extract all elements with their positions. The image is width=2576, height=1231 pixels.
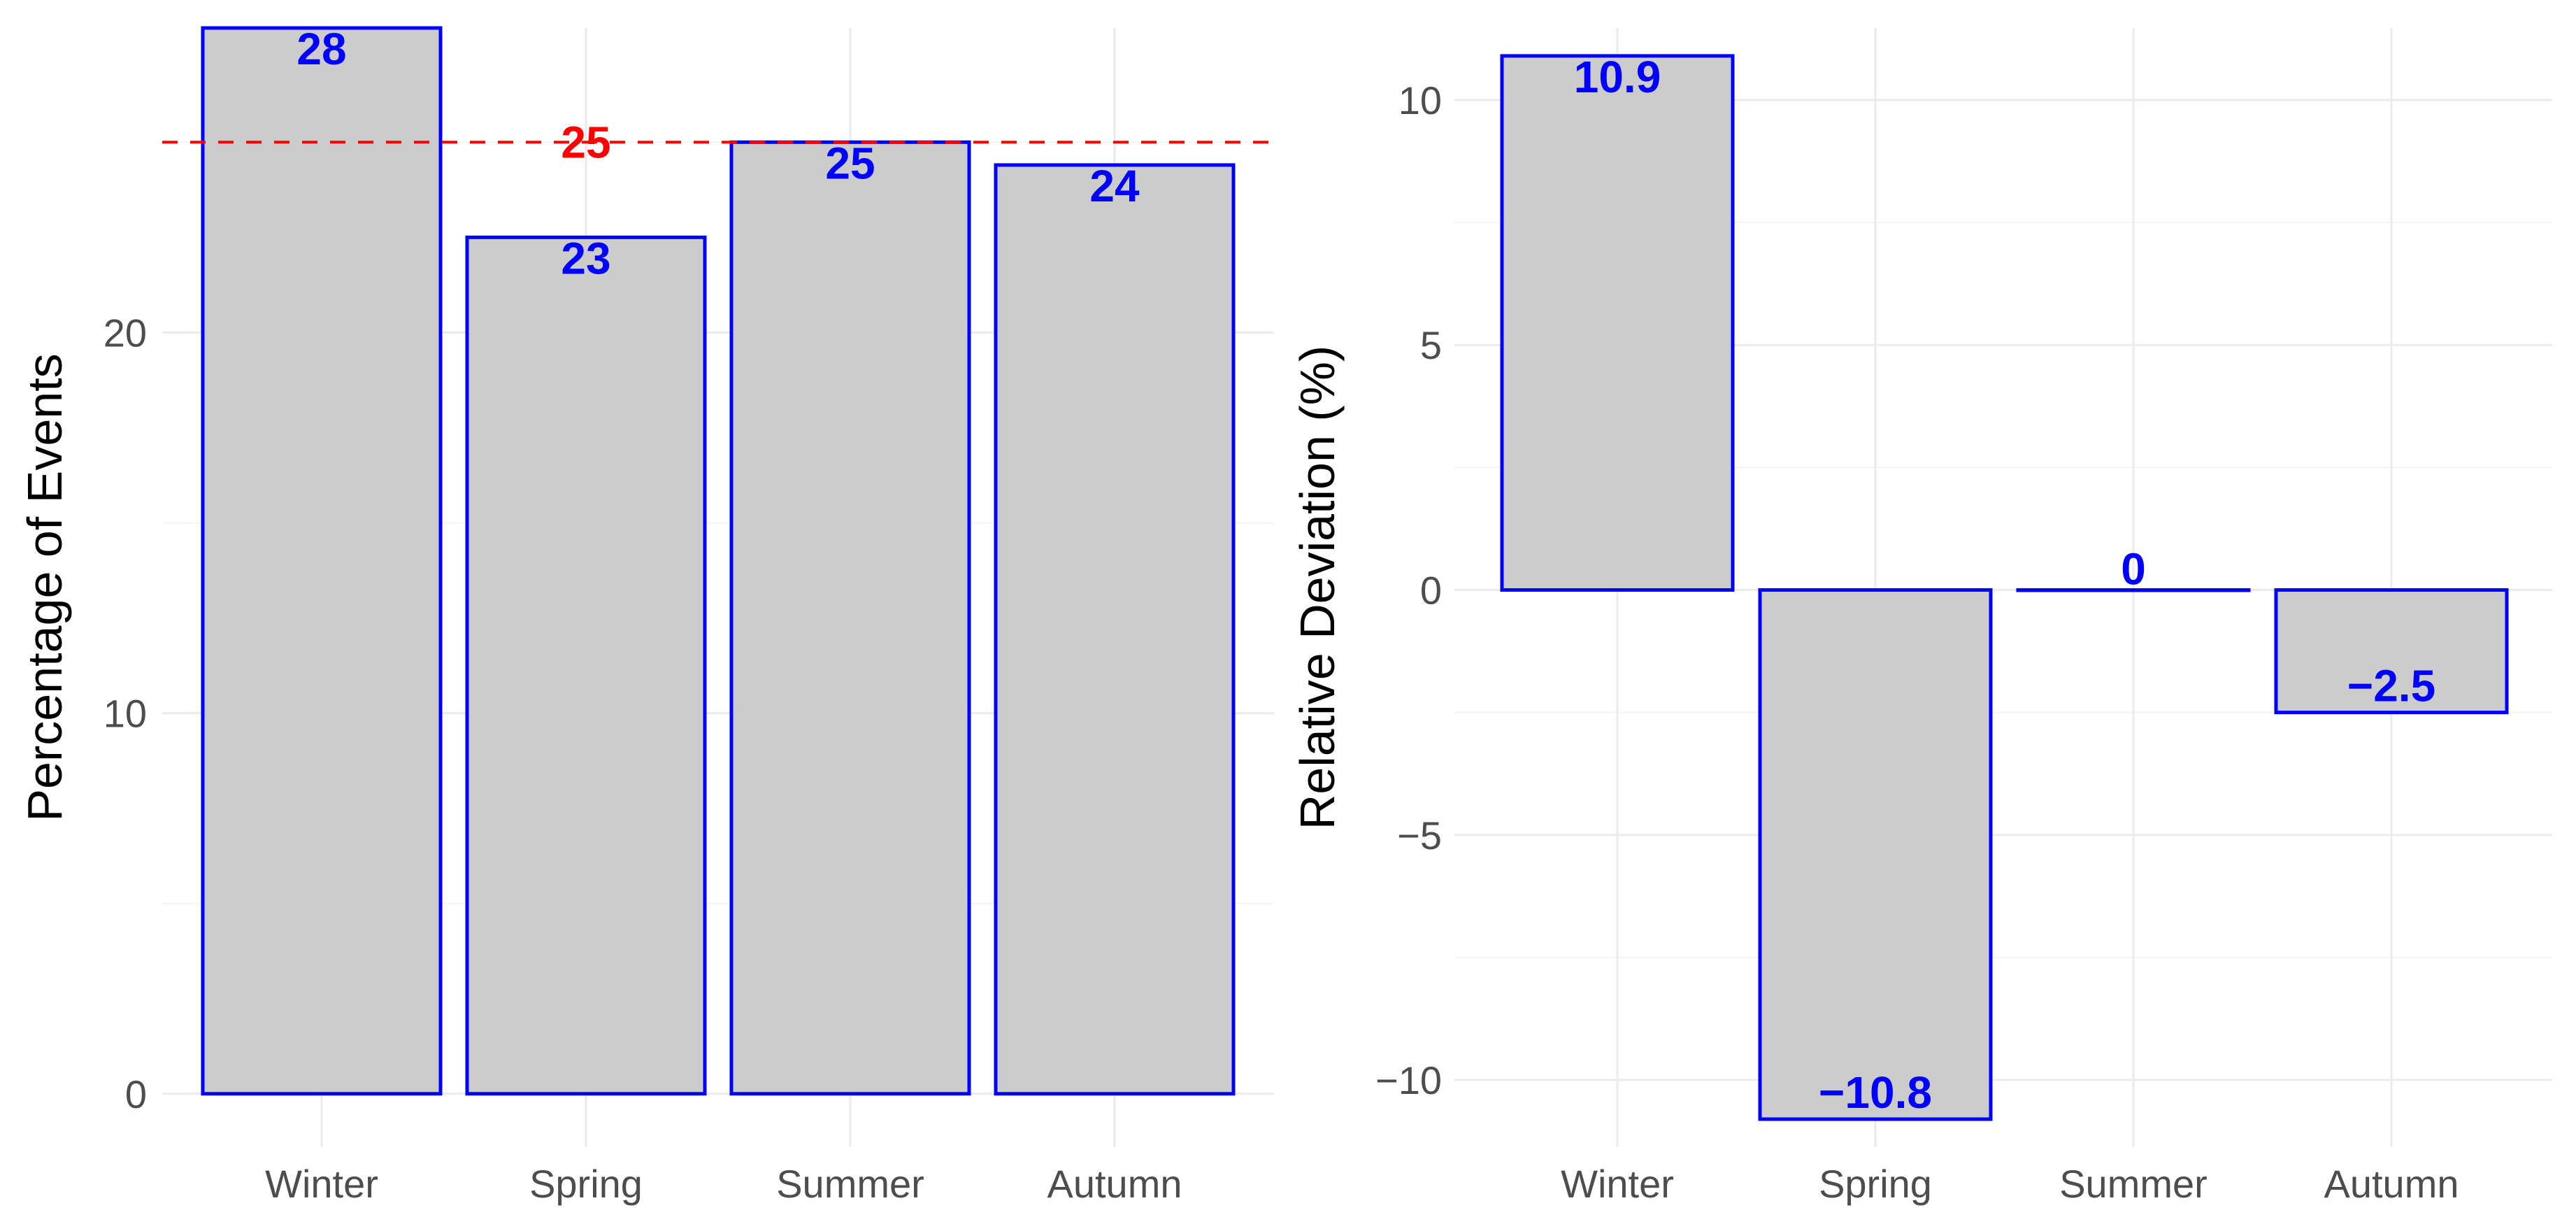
y-tick-label: 10 (103, 692, 147, 736)
x-tick-label: Winter (1561, 1162, 1674, 1206)
bar-spring (465, 235, 707, 1096)
y-axis-title: Relative Deviation (%) (1290, 346, 1345, 830)
bar-winter (1500, 54, 1735, 592)
x-tick-label: Spring (529, 1162, 643, 1206)
y-tick-label: −10 (1375, 1058, 1442, 1102)
bar-winter (201, 26, 443, 1096)
x-tick-label: Spring (1819, 1162, 1932, 1206)
bar-spring (1758, 588, 1993, 1121)
x-tick-label: Summer (776, 1162, 924, 1206)
x-tick-label: Autumn (2324, 1162, 2459, 1206)
data-label-winter: 10.9 (1574, 52, 1661, 102)
reference-line-label: 25 (561, 117, 610, 167)
y-tick-label: 0 (1420, 569, 1442, 613)
y-tick-label: 5 (1420, 323, 1442, 367)
data-label-summer: 0 (2121, 544, 2146, 595)
bar-summer (2016, 588, 2251, 592)
y-tick-label: 0 (125, 1072, 147, 1116)
bar-autumn (2274, 588, 2509, 715)
y-tick-label: 10 (1398, 78, 1442, 122)
y-tick-label: 20 (103, 311, 147, 355)
data-label-spring: −10.8 (1819, 1067, 1932, 1118)
x-tick-label: Summer (2059, 1162, 2208, 1206)
data-label-summer: 25 (825, 138, 875, 188)
bar-autumn (994, 163, 1236, 1096)
data-label-spring: 23 (561, 233, 610, 283)
y-tick-label: −5 (1397, 813, 1442, 858)
y-axis-title: Percentage of Events (17, 353, 72, 821)
percentage-of-events-panel: 0 10 20 28 Winter 23 Spring 25 Summer 24 Autumn 25 P… (17, 24, 1274, 1206)
x-tick-label: Winter (265, 1162, 378, 1206)
data-label-winter: 28 (296, 24, 346, 74)
data-label-autumn: −2.5 (2347, 661, 2435, 711)
x-tick-label: Autumn (1047, 1162, 1182, 1206)
relative-deviation-panel: −10 −5 0 5 10 10.9 Winter −10.8 Spring 0 Summer −2.… (1290, 28, 2552, 1206)
bar-summer (729, 140, 971, 1096)
data-label-autumn: 24 (1089, 161, 1140, 211)
